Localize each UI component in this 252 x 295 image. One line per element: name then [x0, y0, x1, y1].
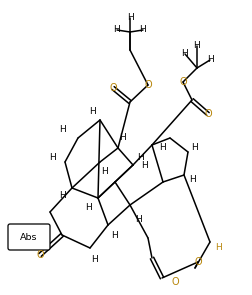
Text: H: H: [182, 50, 188, 58]
Text: H: H: [215, 243, 221, 253]
Text: H: H: [59, 191, 65, 199]
Text: H: H: [135, 216, 141, 224]
Text: H: H: [207, 55, 213, 65]
Text: H: H: [85, 204, 91, 212]
Text: H: H: [194, 42, 200, 50]
Text: O: O: [144, 80, 152, 90]
Text: H: H: [92, 255, 98, 265]
Text: H: H: [127, 14, 133, 22]
Text: H: H: [49, 153, 55, 163]
Text: H: H: [189, 176, 195, 184]
Text: H: H: [114, 25, 120, 35]
FancyBboxPatch shape: [8, 224, 50, 250]
Text: H: H: [137, 153, 143, 161]
Text: H: H: [192, 143, 198, 153]
Text: H: H: [142, 160, 148, 170]
Text: H: H: [89, 107, 95, 117]
Text: O: O: [36, 250, 44, 260]
Text: H: H: [102, 168, 108, 176]
Text: Abs: Abs: [20, 232, 38, 242]
Text: H: H: [59, 125, 65, 135]
Text: O: O: [109, 83, 117, 93]
Text: H: H: [112, 230, 118, 240]
Text: H: H: [140, 25, 146, 35]
Text: O: O: [179, 77, 187, 87]
Text: O: O: [194, 257, 202, 267]
Text: O: O: [171, 277, 179, 287]
Text: H: H: [119, 134, 125, 142]
Text: H: H: [159, 143, 165, 153]
Text: O: O: [204, 109, 212, 119]
